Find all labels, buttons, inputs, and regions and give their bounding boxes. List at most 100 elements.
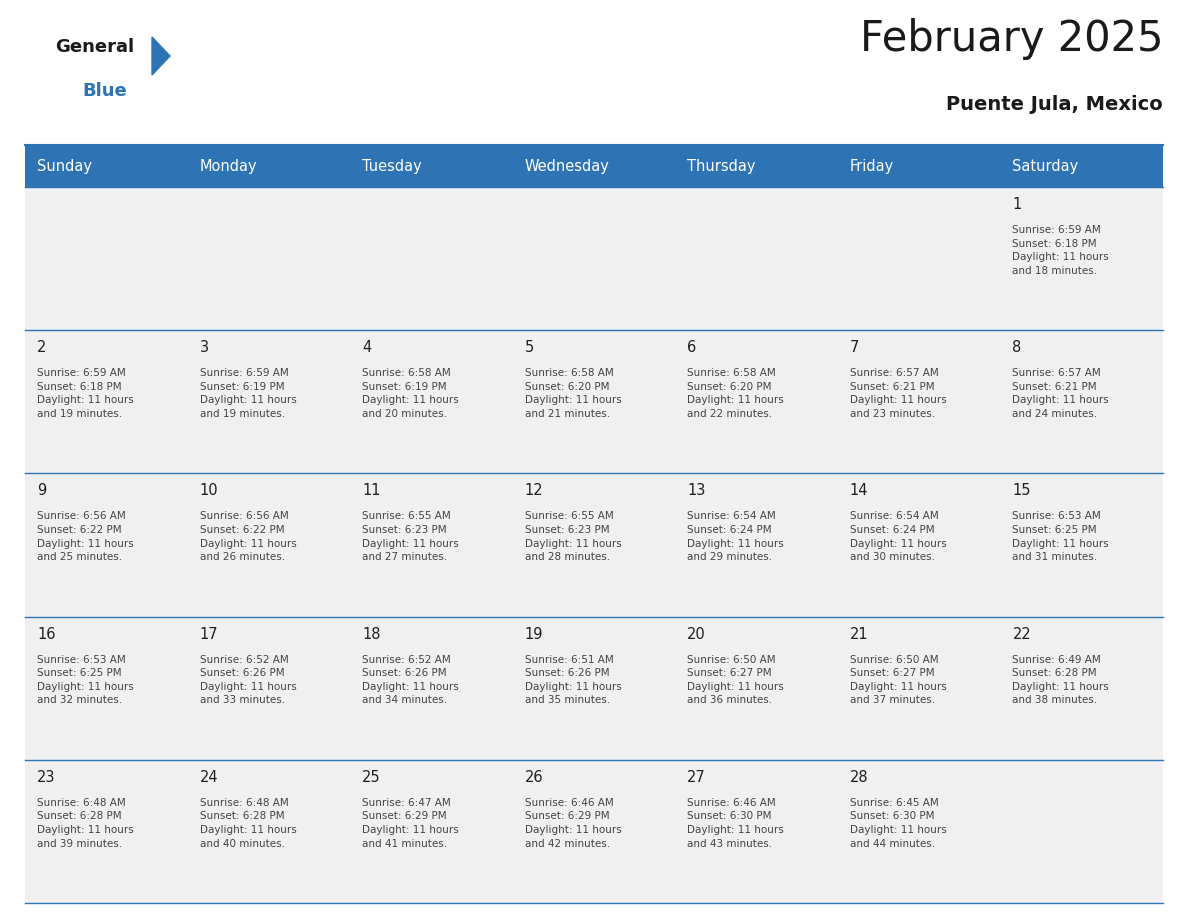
Text: 7: 7 [849,341,859,355]
Text: 4: 4 [362,341,372,355]
Text: Sunrise: 6:50 AM
Sunset: 6:27 PM
Daylight: 11 hours
and 37 minutes.: Sunrise: 6:50 AM Sunset: 6:27 PM Dayligh… [849,655,947,705]
Bar [838,330,1000,474]
Bar [1000,330,1163,474]
Bar [1000,187,1163,330]
Text: 3: 3 [200,341,209,355]
Text: Sunrise: 6:58 AM
Sunset: 6:19 PM
Daylight: 11 hours
and 20 minutes.: Sunrise: 6:58 AM Sunset: 6:19 PM Dayligh… [362,368,459,419]
Text: Sunrise: 6:48 AM
Sunset: 6:28 PM
Daylight: 11 hours
and 40 minutes.: Sunrise: 6:48 AM Sunset: 6:28 PM Dayligh… [200,798,296,848]
Text: Sunrise: 6:46 AM
Sunset: 6:29 PM
Daylight: 11 hours
and 42 minutes.: Sunrise: 6:46 AM Sunset: 6:29 PM Dayligh… [525,798,621,848]
Bar [513,474,675,617]
Bar [675,330,838,474]
Text: Sunrise: 6:58 AM
Sunset: 6:20 PM
Daylight: 11 hours
and 21 minutes.: Sunrise: 6:58 AM Sunset: 6:20 PM Dayligh… [525,368,621,419]
Bar [188,760,350,903]
Text: 17: 17 [200,627,219,642]
Text: Sunrise: 6:50 AM
Sunset: 6:27 PM
Daylight: 11 hours
and 36 minutes.: Sunrise: 6:50 AM Sunset: 6:27 PM Dayligh… [688,655,784,705]
Text: Sunrise: 6:59 AM
Sunset: 6:18 PM
Daylight: 11 hours
and 18 minutes.: Sunrise: 6:59 AM Sunset: 6:18 PM Dayligh… [1012,225,1110,275]
Text: Sunrise: 6:47 AM
Sunset: 6:29 PM
Daylight: 11 hours
and 41 minutes.: Sunrise: 6:47 AM Sunset: 6:29 PM Dayligh… [362,798,459,848]
Text: 13: 13 [688,484,706,498]
Text: Wednesday: Wednesday [525,159,609,174]
Text: Sunrise: 6:55 AM
Sunset: 6:23 PM
Daylight: 11 hours
and 27 minutes.: Sunrise: 6:55 AM Sunset: 6:23 PM Dayligh… [362,511,459,562]
Text: Sunrise: 6:56 AM
Sunset: 6:22 PM
Daylight: 11 hours
and 25 minutes.: Sunrise: 6:56 AM Sunset: 6:22 PM Dayligh… [37,511,134,562]
Text: Thursday: Thursday [688,159,756,174]
Text: 22: 22 [1012,627,1031,642]
Text: Sunrise: 6:59 AM
Sunset: 6:19 PM
Daylight: 11 hours
and 19 minutes.: Sunrise: 6:59 AM Sunset: 6:19 PM Dayligh… [200,368,296,419]
Text: Tuesday: Tuesday [362,159,422,174]
Text: 15: 15 [1012,484,1031,498]
Bar [1000,474,1163,617]
Bar [350,760,513,903]
Text: 19: 19 [525,627,543,642]
Text: Sunrise: 6:49 AM
Sunset: 6:28 PM
Daylight: 11 hours
and 38 minutes.: Sunrise: 6:49 AM Sunset: 6:28 PM Dayligh… [1012,655,1110,705]
Text: Sunday: Sunday [37,159,91,174]
Bar [25,330,188,474]
Bar [350,474,513,617]
Text: Puente Jula, Mexico: Puente Jula, Mexico [947,95,1163,114]
Bar [25,145,1163,187]
Bar [188,617,350,760]
Text: 11: 11 [362,484,380,498]
Text: Blue: Blue [82,82,127,100]
Text: Sunrise: 6:52 AM
Sunset: 6:26 PM
Daylight: 11 hours
and 34 minutes.: Sunrise: 6:52 AM Sunset: 6:26 PM Dayligh… [362,655,459,705]
Text: 5: 5 [525,341,533,355]
Bar [188,187,350,330]
Text: 18: 18 [362,627,380,642]
Text: 14: 14 [849,484,868,498]
Text: Sunrise: 6:57 AM
Sunset: 6:21 PM
Daylight: 11 hours
and 23 minutes.: Sunrise: 6:57 AM Sunset: 6:21 PM Dayligh… [849,368,947,419]
Text: Sunrise: 6:45 AM
Sunset: 6:30 PM
Daylight: 11 hours
and 44 minutes.: Sunrise: 6:45 AM Sunset: 6:30 PM Dayligh… [849,798,947,848]
Text: 16: 16 [37,627,56,642]
Text: Saturday: Saturday [1012,159,1079,174]
Text: Sunrise: 6:48 AM
Sunset: 6:28 PM
Daylight: 11 hours
and 39 minutes.: Sunrise: 6:48 AM Sunset: 6:28 PM Dayligh… [37,798,134,848]
Bar [513,187,675,330]
Text: Sunrise: 6:55 AM
Sunset: 6:23 PM
Daylight: 11 hours
and 28 minutes.: Sunrise: 6:55 AM Sunset: 6:23 PM Dayligh… [525,511,621,562]
Text: Sunrise: 6:58 AM
Sunset: 6:20 PM
Daylight: 11 hours
and 22 minutes.: Sunrise: 6:58 AM Sunset: 6:20 PM Dayligh… [688,368,784,419]
Bar [25,760,188,903]
Bar [513,617,675,760]
Text: 21: 21 [849,627,868,642]
Text: Sunrise: 6:54 AM
Sunset: 6:24 PM
Daylight: 11 hours
and 30 minutes.: Sunrise: 6:54 AM Sunset: 6:24 PM Dayligh… [849,511,947,562]
Text: Sunrise: 6:54 AM
Sunset: 6:24 PM
Daylight: 11 hours
and 29 minutes.: Sunrise: 6:54 AM Sunset: 6:24 PM Dayligh… [688,511,784,562]
Bar [1000,760,1163,903]
Text: 12: 12 [525,484,543,498]
Bar [25,474,188,617]
Bar [188,474,350,617]
Text: 9: 9 [37,484,46,498]
Text: Sunrise: 6:53 AM
Sunset: 6:25 PM
Daylight: 11 hours
and 32 minutes.: Sunrise: 6:53 AM Sunset: 6:25 PM Dayligh… [37,655,134,705]
Text: 10: 10 [200,484,219,498]
Text: 26: 26 [525,770,543,785]
Bar [838,187,1000,330]
Bar [513,330,675,474]
Bar [675,187,838,330]
Bar [513,760,675,903]
Bar [675,474,838,617]
Text: 8: 8 [1012,341,1022,355]
Text: 25: 25 [362,770,381,785]
Text: Sunrise: 6:56 AM
Sunset: 6:22 PM
Daylight: 11 hours
and 26 minutes.: Sunrise: 6:56 AM Sunset: 6:22 PM Dayligh… [200,511,296,562]
Text: 6: 6 [688,341,696,355]
Text: 2: 2 [37,341,46,355]
Bar [675,617,838,760]
Text: Sunrise: 6:57 AM
Sunset: 6:21 PM
Daylight: 11 hours
and 24 minutes.: Sunrise: 6:57 AM Sunset: 6:21 PM Dayligh… [1012,368,1110,419]
Bar [25,187,188,330]
Bar [838,474,1000,617]
Bar [1000,617,1163,760]
Bar [188,330,350,474]
Bar [350,187,513,330]
Text: Sunrise: 6:51 AM
Sunset: 6:26 PM
Daylight: 11 hours
and 35 minutes.: Sunrise: 6:51 AM Sunset: 6:26 PM Dayligh… [525,655,621,705]
Text: 23: 23 [37,770,56,785]
Bar [838,760,1000,903]
Text: Sunrise: 6:53 AM
Sunset: 6:25 PM
Daylight: 11 hours
and 31 minutes.: Sunrise: 6:53 AM Sunset: 6:25 PM Dayligh… [1012,511,1110,562]
Text: 20: 20 [688,627,706,642]
Bar [838,617,1000,760]
Text: 1: 1 [1012,197,1022,212]
Text: Sunrise: 6:46 AM
Sunset: 6:30 PM
Daylight: 11 hours
and 43 minutes.: Sunrise: 6:46 AM Sunset: 6:30 PM Dayligh… [688,798,784,848]
Bar [25,617,188,760]
Text: Sunrise: 6:59 AM
Sunset: 6:18 PM
Daylight: 11 hours
and 19 minutes.: Sunrise: 6:59 AM Sunset: 6:18 PM Dayligh… [37,368,134,419]
Text: February 2025: February 2025 [859,18,1163,60]
Bar [350,330,513,474]
Polygon shape [152,37,170,75]
Text: 28: 28 [849,770,868,785]
Text: 27: 27 [688,770,706,785]
Text: Sunrise: 6:52 AM
Sunset: 6:26 PM
Daylight: 11 hours
and 33 minutes.: Sunrise: 6:52 AM Sunset: 6:26 PM Dayligh… [200,655,296,705]
Text: Monday: Monday [200,159,257,174]
Text: Friday: Friday [849,159,895,174]
